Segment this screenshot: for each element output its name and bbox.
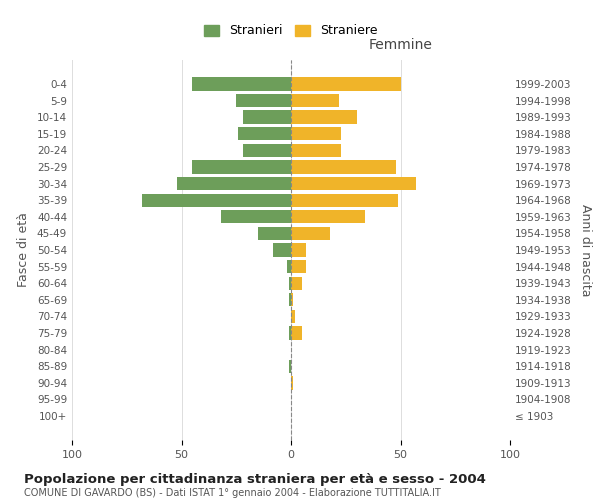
Bar [221,210,291,224]
Bar [291,94,339,107]
Bar [289,326,291,340]
Bar [193,160,291,173]
Bar [289,360,291,373]
Bar [291,144,341,157]
Text: Popolazione per cittadinanza straniera per età e sesso - 2004: Popolazione per cittadinanza straniera p… [24,472,486,486]
Bar [291,260,307,274]
Bar [193,78,291,90]
Bar [291,194,398,207]
Text: Femmine: Femmine [368,38,433,52]
Bar [177,177,291,190]
Bar [287,260,291,274]
Bar [291,376,293,390]
Bar [291,127,341,140]
Text: COMUNE DI GAVARDO (BS) - Dati ISTAT 1° gennaio 2004 - Elaborazione TUTTITALIA.IT: COMUNE DI GAVARDO (BS) - Dati ISTAT 1° g… [24,488,441,498]
Bar [291,310,295,323]
Bar [291,210,365,224]
Bar [274,244,291,256]
Y-axis label: Fasce di età: Fasce di età [17,212,30,288]
Bar [289,276,291,290]
Bar [258,226,291,240]
Bar [243,110,291,124]
Legend: Stranieri, Straniere: Stranieri, Straniere [204,24,378,38]
Bar [291,244,307,256]
Y-axis label: Anni di nascita: Anni di nascita [580,204,592,296]
Bar [142,194,291,207]
Bar [291,276,302,290]
Bar [291,226,331,240]
Bar [291,78,401,90]
Bar [291,110,356,124]
Bar [291,160,396,173]
Bar [243,144,291,157]
Bar [238,127,291,140]
Bar [291,177,416,190]
Bar [291,326,302,340]
Bar [291,293,293,306]
Bar [289,293,291,306]
Bar [236,94,291,107]
